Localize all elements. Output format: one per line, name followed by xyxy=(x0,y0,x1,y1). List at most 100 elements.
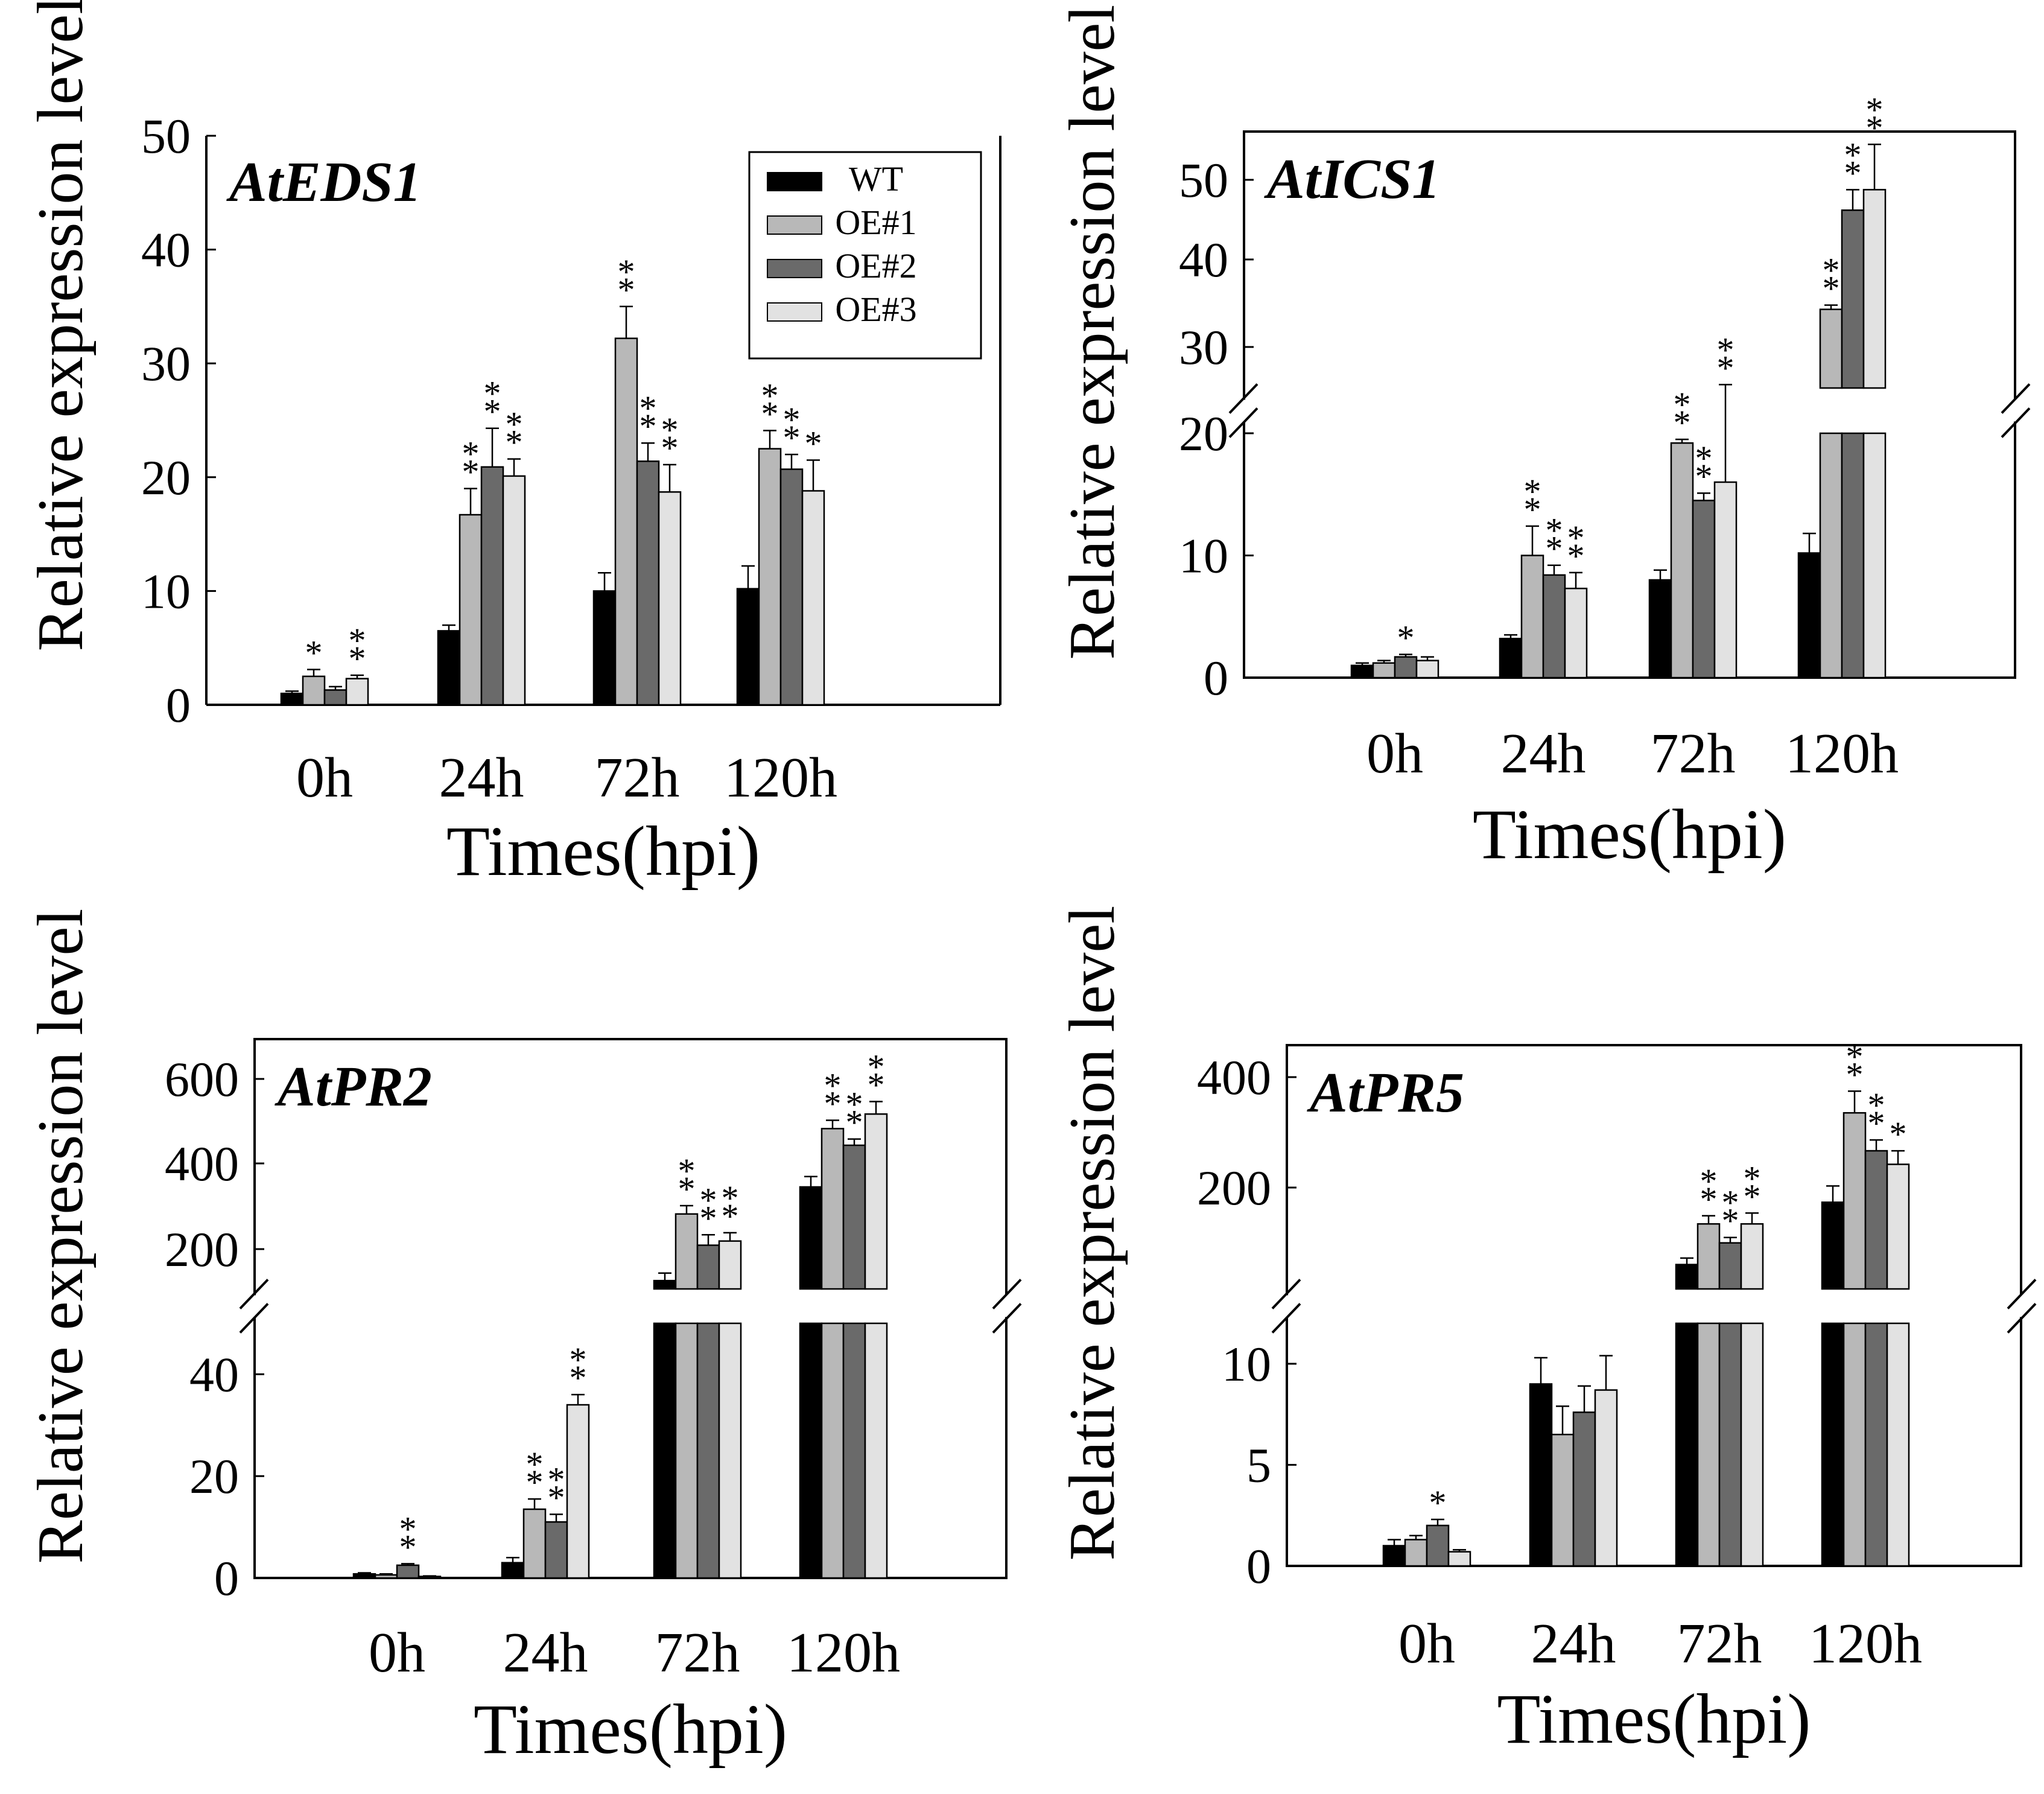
x-axis-label: Times(hpi) xyxy=(446,812,760,891)
bar-oe1-0h xyxy=(1404,1539,1428,1567)
significance-mark: * xyxy=(1717,348,1735,387)
significance-mark: * xyxy=(526,1445,544,1484)
x-tick-label: 120h xyxy=(1809,1612,1922,1675)
significance-mark: * xyxy=(824,1084,842,1124)
x-tick-label: 72h xyxy=(655,1621,740,1684)
y-tick-label: 200 xyxy=(165,1222,239,1277)
bar-wt-24h xyxy=(1499,637,1523,679)
significance-mark: * xyxy=(1868,1086,1885,1125)
significance-mark: * xyxy=(1844,135,1862,174)
significance-mark: * xyxy=(548,1478,565,1518)
axis-break-mark xyxy=(2001,383,2031,414)
bar-oe2-120h xyxy=(1864,1322,1888,1567)
legend-label: WT xyxy=(849,159,903,199)
bar-wt-24h xyxy=(1529,1383,1553,1567)
bar-oe3-120h xyxy=(1886,1163,1910,1290)
bar-oe3-120h xyxy=(1862,432,1887,679)
bar-oe3-120h xyxy=(1886,1322,1910,1567)
bar-oe2-120h xyxy=(779,468,804,706)
x-tick-label: 24h xyxy=(439,746,524,809)
bar-oe3-72h xyxy=(1740,1223,1764,1290)
x-tick-label: 72h xyxy=(1651,722,1736,785)
significance-mark: * xyxy=(1846,1055,1864,1094)
significance-mark: * xyxy=(1866,90,1884,129)
significance-mark: * xyxy=(1700,1162,1718,1201)
bar-wt-120h xyxy=(1821,1201,1845,1290)
axis-break-gap-right xyxy=(2017,1295,2023,1317)
bar-oe1-120h xyxy=(758,448,782,706)
bar-wt-72h xyxy=(653,1279,677,1290)
x-tick-label: 0h xyxy=(1366,722,1423,785)
bar-oe1-72h xyxy=(1696,1322,1721,1567)
legend-label: OE#3 xyxy=(835,290,916,329)
axis-break-gap-left xyxy=(1284,1295,1290,1317)
significance-mark: * xyxy=(678,1151,696,1191)
legend-label: OE#1 xyxy=(835,203,916,242)
panel-title: AtPR5 xyxy=(1307,1061,1464,1124)
legend-swatch-oe2 xyxy=(767,259,822,278)
significance-mark: * xyxy=(1846,1037,1864,1076)
significance-mark: * xyxy=(805,424,822,463)
significance-mark: * xyxy=(1890,1115,1907,1154)
bar-oe3-72h xyxy=(1713,481,1738,679)
y-tick-label: 10 xyxy=(1222,1337,1271,1392)
significance-mark: * xyxy=(846,1103,863,1142)
bar-oe3-0h xyxy=(345,678,369,706)
significance-mark: * xyxy=(1744,1159,1761,1198)
y-axis-label: Relative expression level xyxy=(1056,906,1128,1561)
x-tick-label: 120h xyxy=(1785,722,1899,785)
y-axis-label: Relative expression level xyxy=(25,0,97,651)
significance-mark: * xyxy=(484,392,501,431)
x-tick-label: 24h xyxy=(1501,722,1586,785)
significance-mark: * xyxy=(1429,1483,1447,1522)
significance-mark: * xyxy=(1567,536,1585,576)
significance-mark: * xyxy=(640,389,657,428)
bar-oe2-120h xyxy=(842,1144,866,1290)
bar-wt-0h xyxy=(1382,1545,1406,1567)
x-tick-label: 24h xyxy=(503,1621,588,1684)
y-tick-label: 200 xyxy=(1197,1160,1271,1215)
significance-mark: * xyxy=(1722,1183,1739,1223)
bar-oe1-0h xyxy=(374,1574,398,1579)
y-tick-label: 0 xyxy=(166,678,191,733)
bar-oe2-0h xyxy=(323,689,348,706)
significance-mark: * xyxy=(399,1509,417,1548)
bar-wt-24h xyxy=(501,1562,525,1579)
y-tick-label: 400 xyxy=(165,1136,239,1191)
bar-wt-0h xyxy=(1350,664,1374,679)
significance-mark: * xyxy=(1866,108,1884,147)
bar-oe1-72h xyxy=(1670,442,1694,679)
bar-oe2-24h xyxy=(480,466,504,706)
bar-oe2-72h xyxy=(696,1244,720,1290)
bar-wt-72h xyxy=(592,590,617,706)
significance-mark: * xyxy=(462,434,480,474)
legend-swatch-oe1 xyxy=(767,215,822,235)
significance-mark: * xyxy=(1844,153,1862,192)
y-axis-label: Relative expression level xyxy=(25,909,97,1564)
significance-mark: * xyxy=(462,453,480,492)
bar-wt-72h xyxy=(1648,579,1672,679)
bar-wt-120h xyxy=(1821,1322,1845,1567)
significance-mark: * xyxy=(868,1066,885,1105)
significance-mark: * xyxy=(349,639,366,678)
significance-mark: * xyxy=(722,1197,739,1236)
y-tick-label: 30 xyxy=(141,336,191,391)
bar-wt-24h xyxy=(437,630,461,706)
x-tick-label: 120h xyxy=(724,746,837,809)
bar-oe1-24h xyxy=(522,1508,547,1579)
significance-mark: * xyxy=(1868,1104,1885,1143)
bar-oe1-120h xyxy=(1842,1322,1867,1567)
significance-mark: * xyxy=(1674,385,1691,424)
bar-oe1-24h xyxy=(459,514,483,706)
significance-mark: * xyxy=(846,1085,863,1124)
y-tick-label: 20 xyxy=(189,1449,239,1504)
bar-oe2-0h xyxy=(1426,1524,1450,1567)
x-axis-label: Times(hpi) xyxy=(474,1690,787,1769)
significance-mark: * xyxy=(1695,457,1713,496)
axis-break-mark xyxy=(992,1279,1022,1309)
significance-mark: * xyxy=(526,1463,544,1502)
bar-wt-0h xyxy=(352,1573,376,1579)
y-tick-label: 50 xyxy=(1179,153,1228,208)
